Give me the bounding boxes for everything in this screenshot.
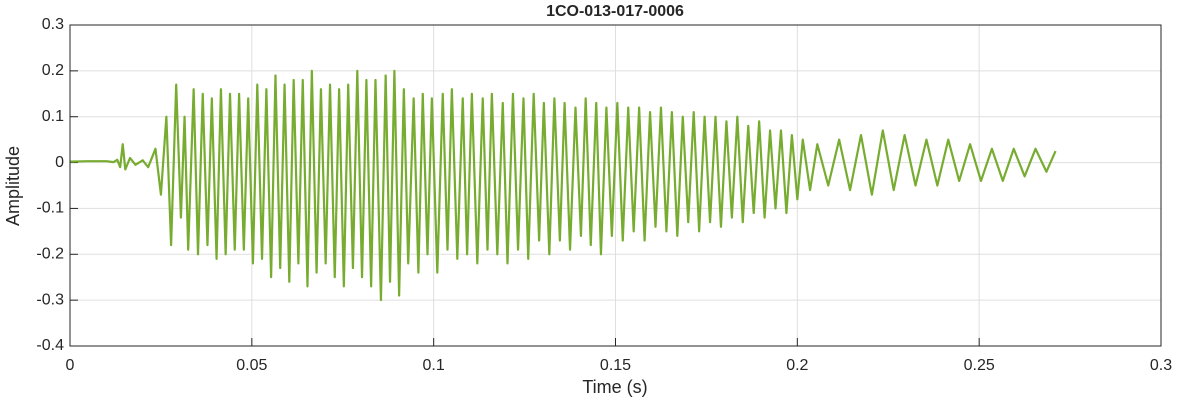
x-tick-label: 0.3	[1150, 357, 1172, 374]
y-tick-label: 0.3	[42, 16, 64, 33]
x-tick-label: 0	[66, 357, 75, 374]
x-tick-label: 0.25	[964, 357, 995, 374]
y-axis-label: Amplitude	[3, 146, 23, 226]
y-tick-label: 0.2	[42, 62, 64, 79]
x-tick-label: 0.05	[236, 357, 267, 374]
waveform-line	[69, 69, 1057, 302]
x-tick-label: 0.1	[423, 357, 445, 374]
x-axis-label: Time (s)	[582, 377, 647, 397]
y-tick-label: -0.4	[36, 337, 64, 354]
plot-frame	[69, 24, 1162, 347]
y-tick-label: 0	[55, 154, 64, 171]
x-tick-label: 0.15	[600, 357, 631, 374]
y-tick-label: 0.1	[42, 108, 64, 125]
y-tick-label: -0.3	[36, 291, 64, 308]
chart-title: 1CO-013-017-0006	[546, 3, 684, 20]
x-tick-label: 0.2	[786, 357, 808, 374]
y-tick-label: -0.2	[36, 246, 64, 263]
y-tick-label: -0.1	[36, 200, 64, 217]
